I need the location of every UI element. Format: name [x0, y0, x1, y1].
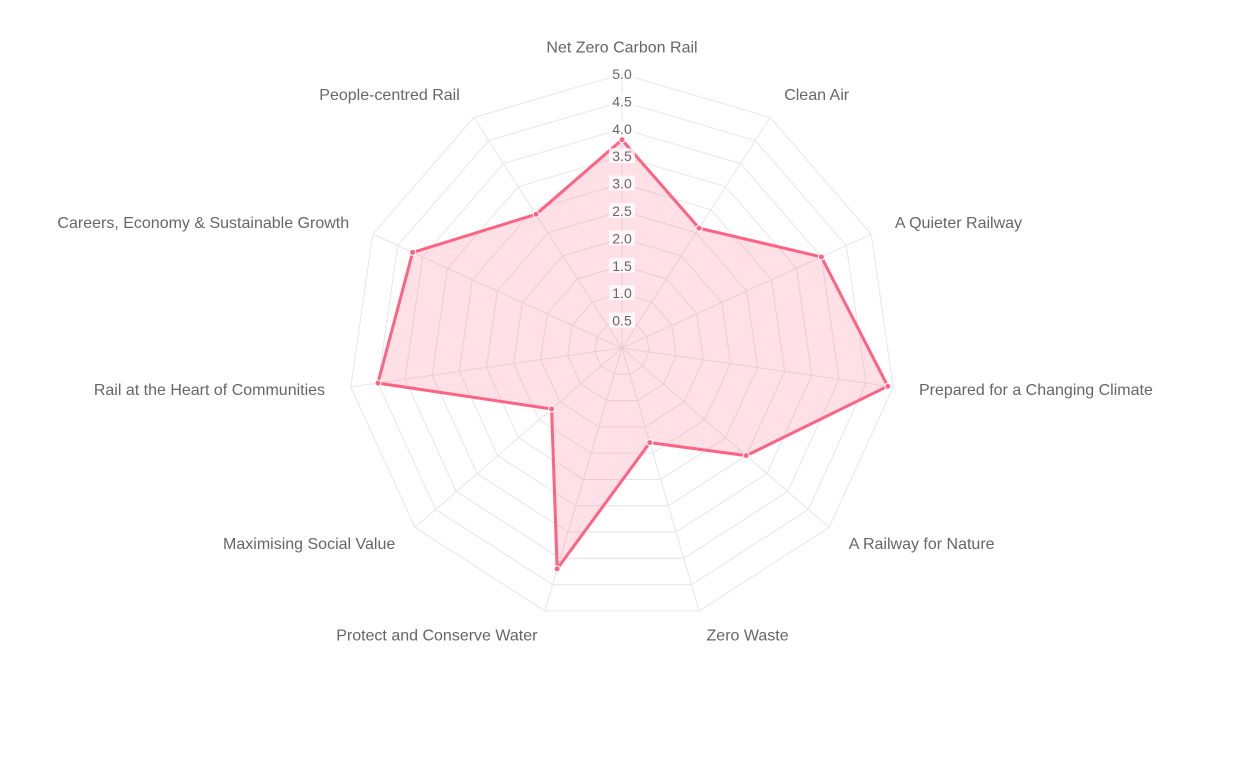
axis-label: Careers, Economy & Sustainable Growth — [57, 215, 349, 232]
tick-backdrop — [609, 148, 635, 164]
tick-label: 4.0 — [612, 121, 632, 137]
tick-label: 2.0 — [612, 230, 632, 246]
axis-label: A Quieter Railway — [895, 215, 1022, 232]
grid-ring — [567, 292, 677, 402]
data-point — [695, 224, 703, 232]
data-point — [742, 452, 750, 460]
point-labels: Net Zero Carbon Rail Clean Air A Quieter R… — [57, 40, 1153, 645]
axis-spoke — [473, 117, 623, 349]
series-group — [374, 136, 892, 573]
data-point — [548, 405, 556, 413]
tick-label: 3.5 — [612, 148, 632, 164]
data-point — [374, 379, 382, 387]
axis-spoke — [621, 233, 872, 349]
data-point — [553, 565, 561, 573]
tick-label: 1.0 — [612, 285, 632, 301]
axis-label: A Railway for Nature — [849, 536, 995, 553]
grid-ring — [350, 73, 894, 612]
axis-label: Zero Waste — [707, 627, 789, 644]
axis-label: Rail at the Heart of Communities — [94, 382, 325, 399]
data-point — [409, 248, 417, 256]
axis-label: Clean Air — [784, 87, 850, 104]
data-point — [532, 210, 540, 218]
axis-spoke — [621, 347, 700, 612]
tick-label: 5.0 — [612, 66, 632, 82]
axis-label: Protect and Conserve Water — [336, 627, 538, 644]
tick-backdrop — [609, 203, 635, 218]
tick-backdrop — [609, 257, 635, 273]
axis-label: Prepared for a Changing Climate — [919, 382, 1153, 399]
tick-label: 1.5 — [612, 258, 632, 274]
tick-label: 4.5 — [612, 93, 632, 109]
tick-label: 0.5 — [612, 313, 632, 329]
tick-backdrop — [609, 120, 635, 136]
data-point — [646, 439, 654, 447]
grid-ring — [540, 265, 704, 428]
axis-label: Net Zero Carbon Rail — [546, 40, 697, 57]
axis-label: Maximising Social Value — [223, 536, 395, 553]
axis-spoke — [350, 347, 623, 388]
series-area — [376, 138, 890, 571]
grid-ring — [594, 320, 650, 375]
grid-ring — [512, 237, 732, 454]
axis-spoke — [621, 117, 771, 349]
grid-ring — [404, 128, 840, 559]
axis-spoke — [621, 347, 894, 388]
radar-grid — [350, 73, 894, 612]
data-point — [884, 382, 892, 390]
tick-backdrop — [609, 175, 635, 191]
grid-ring — [431, 155, 813, 533]
grid-ring — [458, 183, 786, 507]
grid-ring — [377, 100, 867, 586]
tick-label: 2.5 — [612, 203, 632, 219]
tick-backdrop — [609, 312, 635, 328]
axis-spoke — [414, 347, 623, 528]
tick-backdrop — [609, 285, 635, 301]
tick-label: 3.0 — [612, 176, 632, 192]
tick-backdrop — [609, 93, 635, 109]
tick-backdrop — [609, 66, 635, 81]
tick-backdrop — [609, 230, 635, 246]
axis-spoke — [621, 347, 830, 528]
radial-ticks: 0.5 1.0 1.5 2.0 2.5 3.0 3.5 4.0 4.5 5.0 — [609, 66, 635, 329]
axis-label: People-centred Rail — [319, 87, 460, 104]
data-point — [618, 136, 626, 144]
data-point — [817, 253, 825, 261]
